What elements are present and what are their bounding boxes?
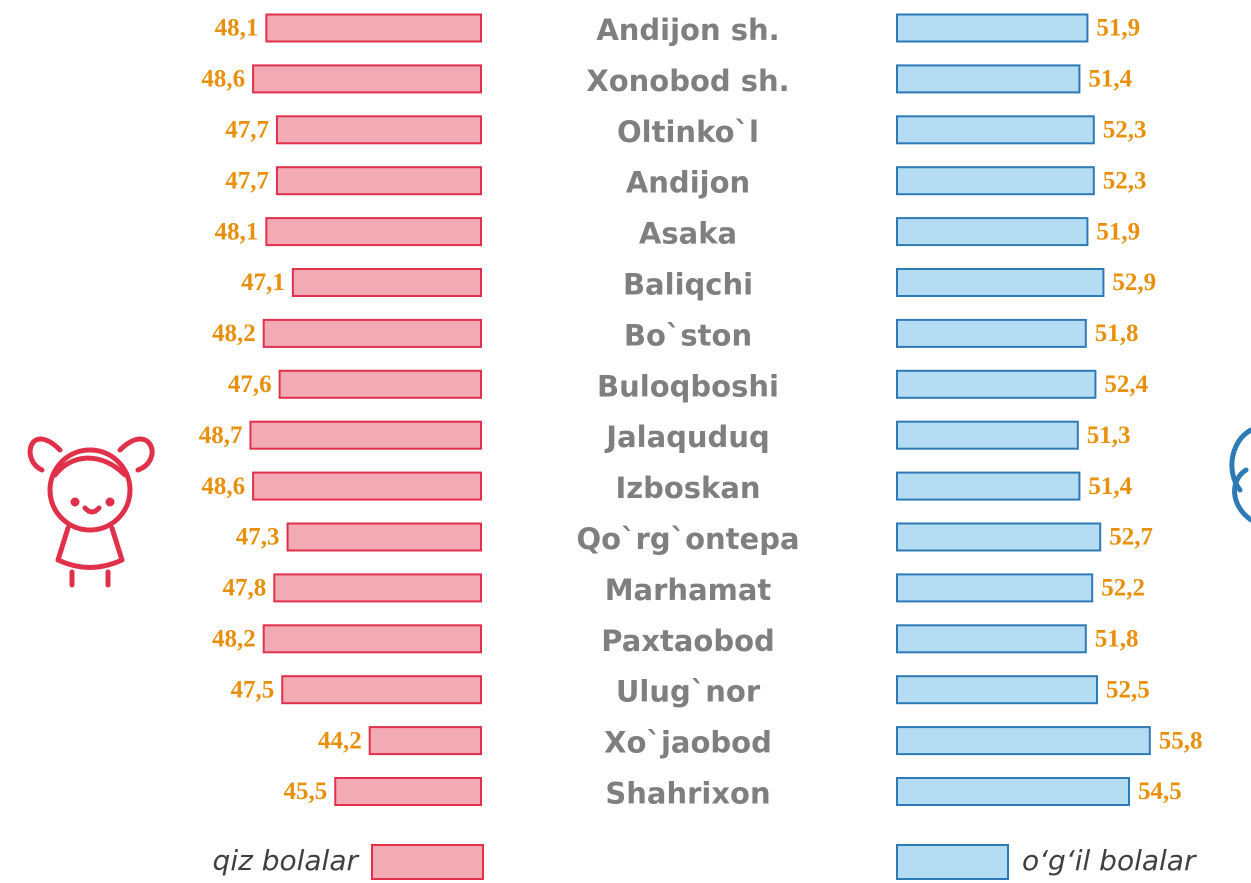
category-label: Qo`rg`ontepa <box>576 522 799 556</box>
value-label: 51,9 <box>1096 15 1140 42</box>
category-label: Xonobod sh. <box>586 64 789 98</box>
bar <box>266 218 481 245</box>
value-label: 51,4 <box>1088 473 1132 500</box>
girl-icon <box>30 439 152 585</box>
bar <box>897 15 1087 42</box>
bar <box>282 676 481 703</box>
bar <box>293 269 481 296</box>
value-label: 51,8 <box>1095 626 1139 653</box>
bar <box>288 524 481 551</box>
legend-label: o‘g‘il bolalar <box>1022 844 1197 877</box>
value-label: 48,7 <box>199 422 243 449</box>
value-label: 47,6 <box>228 371 272 398</box>
bar <box>897 65 1079 92</box>
bar <box>253 473 481 500</box>
chart: Andijon sh. 48,1 51,9 Xonobod sh. 48,6 51,4 Ol… <box>0 0 1251 883</box>
category-label: Izboskan <box>615 471 760 505</box>
bar <box>264 625 481 652</box>
bar <box>250 422 481 449</box>
value-label: 52,5 <box>1106 676 1150 703</box>
value-label: 55,8 <box>1159 727 1203 754</box>
bar <box>897 727 1150 754</box>
value-label: 52,3 <box>1103 117 1147 144</box>
value-label: 44,2 <box>318 727 362 754</box>
value-label: 51,8 <box>1095 320 1139 347</box>
value-label: 45,5 <box>284 778 328 805</box>
bar <box>897 269 1103 296</box>
bar <box>253 65 481 92</box>
category-label: Oltinko`l <box>617 115 759 149</box>
value-label: 54,5 <box>1138 778 1182 805</box>
bar <box>370 727 481 754</box>
bar <box>266 15 481 42</box>
category-label: Ulug`nor <box>616 675 761 709</box>
boy-icon <box>1232 430 1251 520</box>
category-label: Asaka <box>639 217 737 251</box>
value-label: 52,7 <box>1109 524 1153 551</box>
value-label: 52,9 <box>1112 269 1156 296</box>
bar <box>280 371 481 398</box>
category-label: Xo`jaobod <box>604 726 772 760</box>
value-label: 47,1 <box>241 269 285 296</box>
bar <box>277 116 481 143</box>
bar <box>274 574 481 601</box>
value-label: 52,3 <box>1103 167 1147 194</box>
category-label: Marhamat <box>605 573 772 607</box>
value-label: 48,6 <box>201 66 245 93</box>
category-label: Andijon sh. <box>596 13 779 47</box>
bar <box>897 167 1094 194</box>
value-label: 47,5 <box>231 676 275 703</box>
bar <box>897 422 1078 449</box>
category-label: Jalaquduq <box>604 420 769 454</box>
bar <box>897 676 1097 703</box>
category-label: Shahrixon <box>605 777 770 811</box>
category-label: Buloqboshi <box>597 369 779 403</box>
value-label: 48,1 <box>215 218 259 245</box>
value-label: 48,6 <box>201 473 245 500</box>
value-label: 48,2 <box>212 626 256 653</box>
legend-label: qiz bolalar <box>213 844 360 877</box>
category-label: Baliqchi <box>623 268 753 302</box>
value-label: 47,7 <box>225 167 269 194</box>
value-label: 47,7 <box>225 117 269 144</box>
bar <box>897 625 1086 652</box>
bar <box>264 320 481 347</box>
value-label: 47,8 <box>223 575 267 602</box>
bar <box>897 320 1086 347</box>
value-label: 51,9 <box>1096 218 1140 245</box>
category-label: Paxtaobod <box>601 624 775 658</box>
legend-swatch <box>897 845 1008 879</box>
bar <box>897 116 1094 143</box>
bar <box>897 473 1079 500</box>
value-label: 51,4 <box>1088 66 1132 93</box>
bar <box>897 371 1095 398</box>
legend-swatch <box>372 845 483 879</box>
value-label: 51,3 <box>1087 422 1131 449</box>
bar <box>897 778 1129 805</box>
value-label: 47,3 <box>236 524 280 551</box>
value-label: 48,1 <box>215 15 259 42</box>
value-label: 52,4 <box>1104 371 1148 398</box>
value-label: 52,2 <box>1101 575 1145 602</box>
category-label: Bo`ston <box>624 318 752 352</box>
value-label: 48,2 <box>212 320 256 347</box>
bar <box>897 524 1100 551</box>
bar <box>897 574 1092 601</box>
bar <box>897 218 1087 245</box>
bar <box>335 778 481 805</box>
category-label: Andijon <box>626 166 750 200</box>
bar <box>277 167 481 194</box>
